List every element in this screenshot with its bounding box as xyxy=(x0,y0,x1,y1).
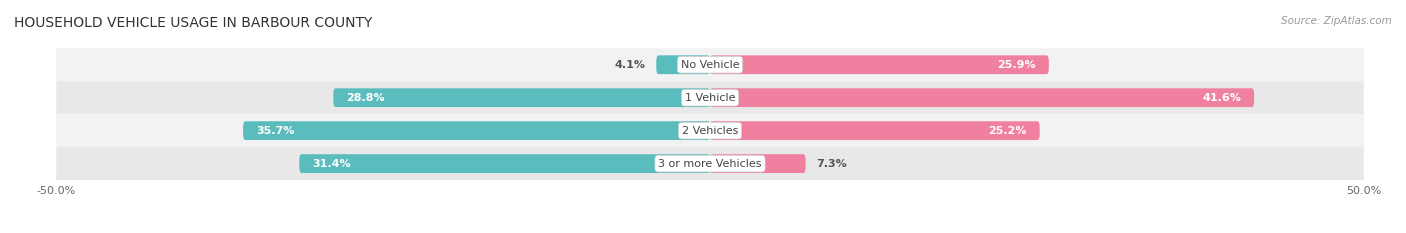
Text: 41.6%: 41.6% xyxy=(1202,93,1241,103)
Text: 2 Vehicles: 2 Vehicles xyxy=(682,126,738,136)
Text: 28.8%: 28.8% xyxy=(346,93,385,103)
FancyBboxPatch shape xyxy=(56,81,1364,114)
Text: 25.9%: 25.9% xyxy=(997,60,1036,70)
FancyBboxPatch shape xyxy=(56,147,1364,180)
FancyBboxPatch shape xyxy=(56,48,1364,81)
Text: 31.4%: 31.4% xyxy=(312,159,352,169)
Text: No Vehicle: No Vehicle xyxy=(681,60,740,70)
FancyBboxPatch shape xyxy=(710,88,1254,107)
FancyBboxPatch shape xyxy=(333,88,710,107)
FancyBboxPatch shape xyxy=(710,55,1049,74)
Text: 7.3%: 7.3% xyxy=(815,159,846,169)
FancyBboxPatch shape xyxy=(299,154,710,173)
Text: 3 or more Vehicles: 3 or more Vehicles xyxy=(658,159,762,169)
FancyBboxPatch shape xyxy=(710,121,1039,140)
Text: 4.1%: 4.1% xyxy=(614,60,645,70)
FancyBboxPatch shape xyxy=(710,154,806,173)
Text: Source: ZipAtlas.com: Source: ZipAtlas.com xyxy=(1281,16,1392,26)
FancyBboxPatch shape xyxy=(657,55,710,74)
Text: 1 Vehicle: 1 Vehicle xyxy=(685,93,735,103)
FancyBboxPatch shape xyxy=(56,114,1364,147)
Text: HOUSEHOLD VEHICLE USAGE IN BARBOUR COUNTY: HOUSEHOLD VEHICLE USAGE IN BARBOUR COUNT… xyxy=(14,16,373,30)
Text: 25.2%: 25.2% xyxy=(988,126,1026,136)
FancyBboxPatch shape xyxy=(243,121,710,140)
Text: 35.7%: 35.7% xyxy=(256,126,295,136)
